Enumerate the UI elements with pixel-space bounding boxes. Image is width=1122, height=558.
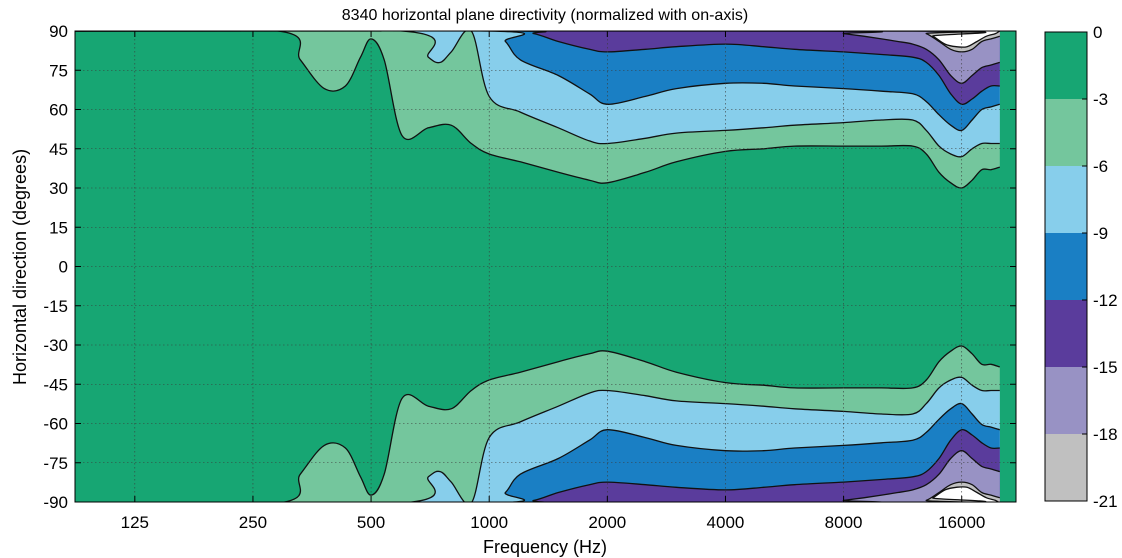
- colorbar-band: [1045, 367, 1087, 435]
- colorbar-band: [1045, 233, 1087, 301]
- chart-title: 8340 horizontal plane directivity (norma…: [342, 7, 748, 24]
- colorbar-tick-label: -15: [1093, 358, 1118, 377]
- contour-line-bottom-12db: [532, 428, 1000, 502]
- y-tick-label: -60: [43, 415, 68, 434]
- contour-area-bottom-9db: [505, 403, 1000, 502]
- top-half-contours: [75, 31, 1001, 189]
- contour-line-top-18db: [75, 31, 1001, 53]
- region-below-minus21db-bottom: [932, 486, 999, 502]
- contour-area-top-9db: [75, 31, 1000, 131]
- colorbar: 0 -3 -6 -9 -12 -15 -18 -21: [1044, 23, 1118, 511]
- colorbar-tick-label: -9: [1093, 224, 1108, 243]
- y-tick-label: 75: [49, 61, 68, 80]
- x-tick-label: 16000: [938, 513, 985, 532]
- contour-line-bottom-15db: [842, 450, 1000, 502]
- y-tick-label: -15: [43, 297, 68, 316]
- contour-line-bottom-3db: [280, 345, 1000, 502]
- contour-line-top-12db: [75, 31, 1000, 106]
- y-tick-label: 45: [49, 140, 68, 159]
- y-tick-label: -75: [43, 454, 68, 473]
- grid-lines: [75, 31, 1016, 502]
- y-tick-label: 0: [59, 258, 68, 277]
- contour-line-bottom-21db: [932, 486, 1000, 502]
- y-tick-label: 15: [49, 218, 68, 237]
- colorbar-frame: [1044, 31, 1088, 502]
- x-tick-label: 8000: [825, 513, 863, 532]
- colorbar-band: [1045, 32, 1087, 100]
- colorbar-tick-label: -18: [1093, 425, 1118, 444]
- y-axis-label: Horizontal direction (degrees): [10, 149, 30, 385]
- colorbar-tick-label: -3: [1093, 90, 1108, 109]
- y-tick-label: 60: [49, 101, 68, 120]
- x-axis-label: Frequency (Hz): [483, 537, 607, 557]
- x-axis-ticks: 125 250 500 1000 2000 4000 8000 16000: [121, 31, 985, 532]
- contour-line-bottom-6db: [405, 376, 1000, 502]
- colorbar-band: [1045, 434, 1087, 502]
- x-tick-label: 4000: [707, 513, 745, 532]
- plot-area: [75, 31, 1016, 502]
- contour-line-bottom-18db: [925, 481, 1001, 502]
- x-tick-label: 500: [357, 513, 385, 532]
- contour-area-top-15db: [75, 31, 1000, 84]
- x-tick-label: 2000: [588, 513, 626, 532]
- contour-line-top-15db: [75, 31, 1000, 84]
- y-tick-label: 30: [49, 179, 68, 198]
- bottom-half-contours: [280, 345, 1001, 502]
- contour-line-top-6db: [75, 31, 1000, 158]
- y-axis-ticks: 90 75 60 45 30 15 0 -15 -30 -45 -60 -75 -90: [43, 22, 1016, 512]
- colorbar-band: [1045, 300, 1087, 368]
- y-tick-label: 90: [49, 22, 68, 41]
- colorbar-tick-label: -12: [1093, 291, 1118, 310]
- colorbar-band: [1045, 166, 1087, 234]
- y-tick-label: -90: [43, 493, 68, 512]
- x-tick-label: 125: [121, 513, 149, 532]
- x-tick-label: 250: [239, 513, 267, 532]
- colorbar-band: [1045, 99, 1087, 167]
- contour-area-bottom-12db: [532, 429, 1000, 502]
- contour-line-top-9db: [75, 31, 1000, 132]
- colorbar-tick-label: 0: [1093, 23, 1102, 42]
- x-tick-label: 1000: [470, 513, 508, 532]
- colorbar-tick-label: -6: [1093, 157, 1108, 176]
- contour-line-top-21db: [75, 31, 1001, 48]
- colorbar-tick-label: -21: [1093, 492, 1118, 511]
- y-tick-label: -45: [43, 375, 68, 394]
- y-tick-label: -30: [43, 336, 68, 355]
- contour-line-top-3db: [75, 31, 1000, 189]
